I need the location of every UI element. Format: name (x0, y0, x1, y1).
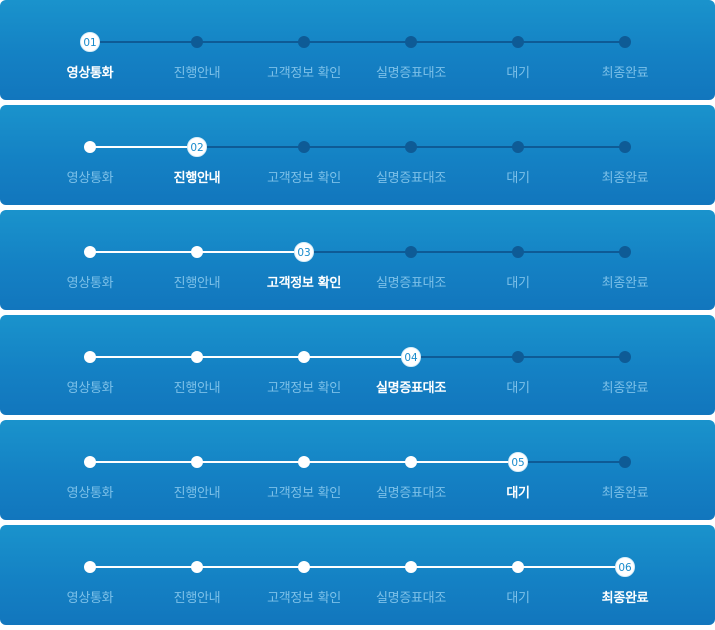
step-progress-panel: 영상통화 진행안내 고객정보 확인 04 실명증표대조 대기 최종완료 (0, 315, 715, 415)
progress-fill (90, 566, 625, 568)
completed-step-dot (84, 351, 96, 363)
step-label: 실명증표대조 (376, 66, 446, 81)
step-label: 최종완료 (601, 591, 649, 606)
step-label: 영상통화 (66, 591, 114, 606)
current-step-badge: 03 (294, 242, 314, 262)
progress-fill (90, 146, 197, 148)
current-step-badge: 04 (401, 347, 421, 367)
step-label: 고객정보 확인 (266, 276, 342, 291)
pending-step-dot (619, 141, 631, 153)
step-label: 진행안내 (173, 66, 221, 81)
completed-step-dot (298, 456, 310, 468)
completed-step-dot (191, 351, 203, 363)
current-step-badge: 01 (80, 32, 100, 52)
pending-step-dot (298, 36, 310, 48)
step-label: 실명증표대조 (376, 591, 446, 606)
step-label: 진행안내 (173, 381, 221, 396)
completed-step-dot (298, 561, 310, 573)
pending-step-dot (191, 36, 203, 48)
step-progress-panel: 영상통화 진행안내 03 고객정보 확인 실명증표대조 대기 최종완료 (0, 210, 715, 310)
completed-step-dot (405, 456, 417, 468)
completed-step-dot (191, 246, 203, 258)
step-progress-panel: 영상통화 진행안내 고객정보 확인 실명증표대조 대기 06 최종완료 (0, 525, 715, 625)
step-progress-panel: 영상통화 진행안내 고객정보 확인 실명증표대조 05 대기 최종완료 (0, 420, 715, 520)
step-label: 영상통화 (66, 276, 114, 291)
step-label: 고객정보 확인 (267, 66, 341, 81)
step-label: 진행안내 (173, 591, 221, 606)
step-label: 실명증표대조 (376, 171, 446, 186)
completed-step-dot (191, 561, 203, 573)
step-label: 실명증표대조 (376, 486, 446, 501)
current-step-badge: 05 (508, 452, 528, 472)
step-label: 대기 (506, 276, 530, 291)
step-label: 고객정보 확인 (267, 591, 341, 606)
progress-fill (90, 356, 411, 358)
step-progress-panel: 영상통화 02 진행안내 고객정보 확인 실명증표대조 대기 최종완료 (0, 105, 715, 205)
progress-track (90, 251, 625, 253)
pending-step-dot (619, 456, 631, 468)
completed-step-dot (84, 141, 96, 153)
pending-step-dot (512, 351, 524, 363)
pending-step-dot (619, 36, 631, 48)
completed-step-dot (84, 246, 96, 258)
pending-step-dot (512, 246, 524, 258)
step-label: 고객정보 확인 (267, 381, 341, 396)
step-label: 대기 (506, 591, 530, 606)
pending-step-dot (619, 246, 631, 258)
pending-step-dot (619, 351, 631, 363)
step-label: 실명증표대조 (376, 381, 446, 396)
step-label: 영상통화 (66, 486, 114, 501)
step-label: 최종완료 (601, 66, 649, 81)
step-label: 영상통화 (66, 381, 114, 396)
step-label: 대기 (506, 66, 530, 81)
pending-step-dot (405, 246, 417, 258)
pending-step-dot (512, 141, 524, 153)
current-step-badge: 02 (187, 137, 207, 157)
completed-step-dot (405, 561, 417, 573)
step-label: 대기 (506, 381, 530, 396)
step-label: 고객정보 확인 (267, 486, 341, 501)
step-label: 영상통화 (66, 171, 114, 186)
pending-step-dot (405, 141, 417, 153)
step-label: 영상통화 (66, 66, 114, 81)
step-label: 진행안내 (173, 276, 221, 291)
completed-step-dot (191, 456, 203, 468)
step-label: 진행안내 (173, 486, 221, 501)
step-label: 최종완료 (601, 486, 649, 501)
completed-step-dot (512, 561, 524, 573)
pending-step-dot (512, 36, 524, 48)
step-label: 대기 (506, 171, 530, 186)
progress-track (90, 146, 625, 148)
pending-step-dot (298, 141, 310, 153)
progress-track (90, 41, 625, 43)
completed-step-dot (298, 351, 310, 363)
step-label: 최종완료 (601, 276, 649, 291)
step-label: 고객정보 확인 (267, 171, 341, 186)
step-label: 대기 (506, 486, 530, 501)
pending-step-dot (405, 36, 417, 48)
step-label: 진행안내 (173, 171, 221, 186)
step-label: 최종완료 (601, 171, 649, 186)
completed-step-dot (84, 561, 96, 573)
step-label: 최종완료 (601, 381, 649, 396)
current-step-badge: 06 (615, 557, 635, 577)
step-progress-panel: 01 영상통화 진행안내 고객정보 확인 실명증표대조 대기 최종완료 (0, 0, 715, 100)
completed-step-dot (84, 456, 96, 468)
step-label: 실명증표대조 (376, 276, 446, 291)
